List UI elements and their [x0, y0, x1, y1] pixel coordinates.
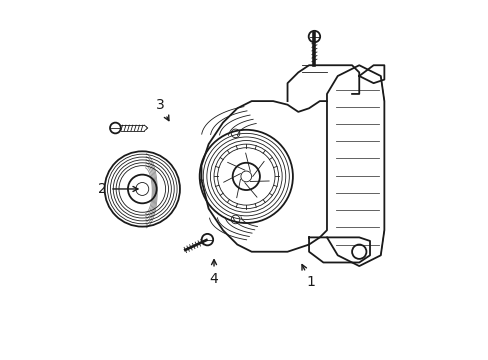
Text: 2: 2 — [98, 182, 138, 196]
Text: 3: 3 — [156, 98, 168, 121]
Text: 4: 4 — [209, 260, 218, 285]
Text: 1: 1 — [302, 265, 315, 289]
